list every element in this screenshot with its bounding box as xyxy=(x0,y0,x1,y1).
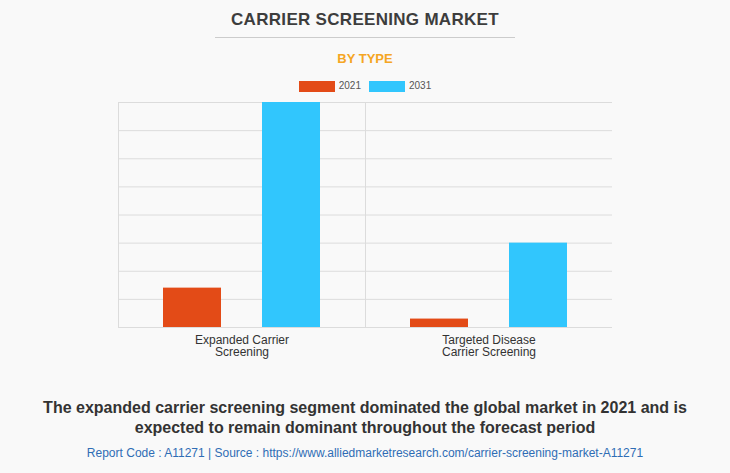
html-text:BY TYPE: BY TYPE xyxy=(337,51,393,66)
html-text:Report Code : A11271 | Source: Report Code : A11271 | Source : https://… xyxy=(86,446,644,460)
html-text:2021: 2021 xyxy=(338,80,361,91)
html-text:The expanded carrier screening: The expanded carrier screening segment d… xyxy=(43,399,687,436)
svg-text:Expanded CarrierScreening: Expanded CarrierScreening xyxy=(195,333,289,359)
html-text:CARRIER SCREENING MARKET: CARRIER SCREENING MARKET xyxy=(231,10,499,29)
svg-text:Targeted DiseaseCarrier Screen: Targeted DiseaseCarrier Screening xyxy=(442,333,536,359)
html-text:2031: 2031 xyxy=(409,80,432,91)
